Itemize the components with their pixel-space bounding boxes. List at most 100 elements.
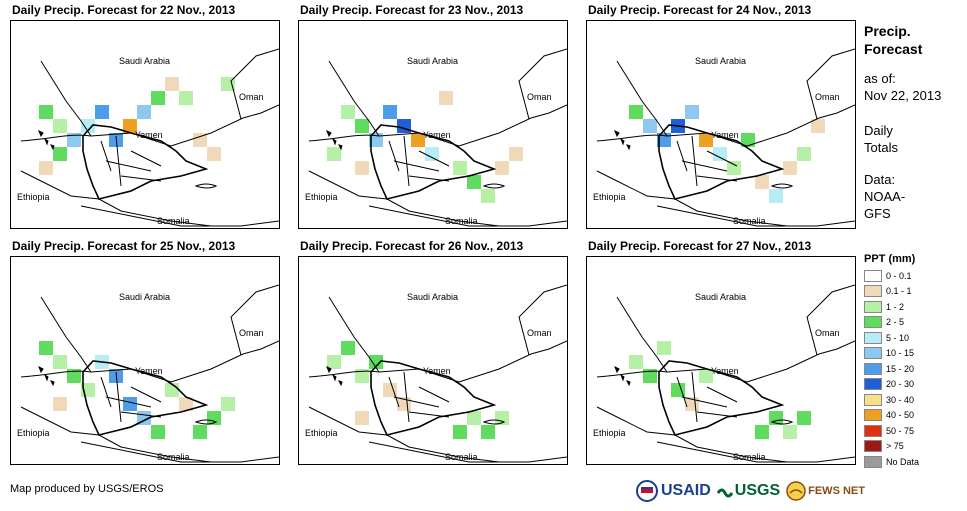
- socotra-island: [482, 419, 506, 425]
- fews-wordmark: FEWS NET: [808, 485, 865, 497]
- precip-cell: [123, 119, 137, 133]
- yemen-outline: [370, 360, 497, 436]
- oman-label: Oman: [239, 328, 264, 338]
- precip-cell: [657, 133, 671, 147]
- legend-item: 30 - 40: [864, 392, 919, 408]
- ethiopia-label: Ethiopia: [17, 428, 50, 438]
- legend-item: 5 - 10: [864, 330, 919, 346]
- precip-cell: [685, 105, 699, 119]
- precip-cell: [495, 411, 509, 425]
- oman-border: [806, 48, 855, 120]
- precip-cell: [327, 355, 341, 369]
- socotra-island: [770, 183, 794, 189]
- yemen-label: Yemen: [423, 130, 451, 140]
- legend-item: 10 - 15: [864, 346, 919, 362]
- legend-swatch: [864, 300, 882, 313]
- side-info: Precip. Forecast as of: Nov 22, 2013 Dai…: [864, 22, 964, 222]
- ethiopia-label: Ethiopia: [305, 428, 338, 438]
- forecast-panel-5: Daily Precip. Forecast for 26 Nov., 2013…: [298, 236, 581, 465]
- precip-cell: [699, 133, 713, 147]
- precip-map: Saudi Arabia Oman Yemen Ethiopia Somalia: [586, 20, 856, 229]
- legend: PPT (mm) 0 - 0.1 0.1 - 1 1 - 2 2 - 5 5 - 10 1…: [864, 253, 919, 470]
- forecast-panel-4: Daily Precip. Forecast for 25 Nov., 2013…: [10, 236, 293, 465]
- somalia-label: Somalia: [157, 216, 190, 226]
- precip-cell: [221, 397, 235, 411]
- district-lines: [100, 135, 162, 187]
- legend-label: 0.1 - 1: [886, 286, 912, 297]
- panel-title: Daily Precip. Forecast for 22 Nov., 2013: [12, 3, 236, 17]
- precip-map: Saudi Arabia Oman Yemen Ethiopia Somalia: [298, 256, 568, 465]
- precip-cell: [179, 91, 193, 105]
- precip-cell: [467, 411, 481, 425]
- saudi-border: [596, 340, 855, 383]
- yemen-outline: [658, 360, 785, 436]
- precip-cell: [53, 119, 67, 133]
- oman-border: [230, 48, 279, 120]
- precip-cell: [53, 147, 67, 161]
- coastline: [40, 296, 92, 373]
- precip-cell: [495, 161, 509, 175]
- precip-cell: [81, 119, 95, 133]
- precip-cell: [657, 341, 671, 355]
- precip-cell: [355, 411, 369, 425]
- somalia-label: Somalia: [733, 216, 766, 226]
- coastline: [616, 60, 668, 137]
- district-lines: [676, 371, 738, 423]
- precip-cell: [53, 355, 67, 369]
- precip-cell: [755, 175, 769, 189]
- oman-label: Oman: [815, 328, 840, 338]
- precip-cell: [481, 189, 495, 203]
- yemen-label: Yemen: [711, 366, 739, 376]
- district-lines: [388, 371, 450, 423]
- legend-item: 2 - 5: [864, 315, 919, 331]
- precip-cell: [137, 105, 151, 119]
- precip-cell: [193, 133, 207, 147]
- district-lines: [100, 371, 162, 423]
- precip-map: Saudi Arabia Oman Yemen Ethiopia Somalia: [586, 256, 856, 465]
- oman-label: Oman: [527, 328, 552, 338]
- saudi-label: Saudi Arabia: [407, 292, 458, 302]
- precip-cell: [699, 369, 713, 383]
- coastline: [328, 60, 380, 137]
- coastline: [80, 441, 279, 463]
- panel-title: Daily Precip. Forecast for 25 Nov., 2013: [12, 239, 236, 253]
- legend-item: 1 - 2: [864, 299, 919, 315]
- saudi-border: [20, 104, 279, 147]
- precip-cell: [453, 425, 467, 439]
- legend-label: 15 - 20: [886, 363, 915, 374]
- precip-cell: [713, 147, 727, 161]
- coastline: [328, 296, 380, 373]
- precip-cell: [741, 133, 755, 147]
- legend-label: 10 - 15: [886, 348, 915, 359]
- precip-cell: [207, 411, 221, 425]
- panel-title: Daily Precip. Forecast for 23 Nov., 2013: [300, 3, 524, 17]
- precip-cell: [165, 77, 179, 91]
- ethiopia-label: Ethiopia: [305, 192, 338, 202]
- oman-border: [518, 48, 567, 120]
- ethiopia-label: Ethiopia: [593, 428, 626, 438]
- precip-cell: [797, 411, 811, 425]
- somalia-label: Somalia: [445, 216, 478, 226]
- saudi-border: [596, 104, 855, 147]
- coastline: [656, 205, 855, 227]
- precip-cell: [327, 147, 341, 161]
- socotra-island: [770, 419, 794, 425]
- legend-label: 20 - 30: [886, 379, 915, 390]
- precip-cell: [439, 91, 453, 105]
- precip-cell: [355, 119, 369, 133]
- legend-swatch: [864, 440, 882, 453]
- islands: [326, 365, 343, 387]
- legend-swatch: [864, 362, 882, 375]
- fews-logo: FEWS NET: [786, 481, 865, 501]
- usgs-wave-icon: [716, 488, 733, 498]
- legend-label: 2 - 5: [886, 317, 905, 328]
- legend-swatch: [864, 378, 882, 391]
- coastline: [368, 441, 567, 463]
- precip-cell: [53, 397, 67, 411]
- saudi-border: [308, 340, 567, 383]
- legend-swatch: [864, 331, 882, 344]
- precip-cell: [341, 105, 355, 119]
- coastline: [596, 406, 788, 463]
- yemen-outline: [658, 124, 785, 200]
- precip-cell: [783, 161, 797, 175]
